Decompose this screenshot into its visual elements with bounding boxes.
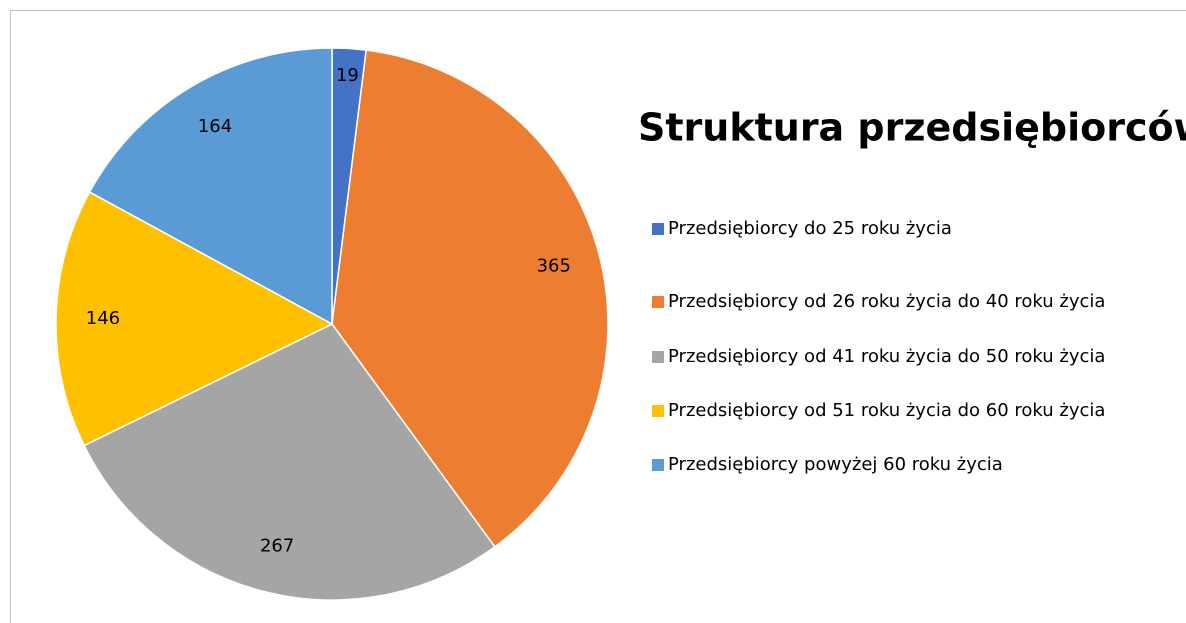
pie-slice — [88, 47, 333, 326]
pie-slice — [83, 323, 496, 601]
legend-label: Przedsiębiorcy od 26 roku życia do 40 ro… — [668, 291, 1105, 312]
pie-slice — [331, 49, 609, 548]
legend-swatch — [652, 405, 664, 417]
chart-title: Struktura przedsiębiorców — [638, 106, 1186, 150]
legend-label: Przedsiębiorcy od 41 roku życia do 50 ro… — [668, 346, 1105, 367]
legend-swatch — [652, 223, 664, 235]
legend-swatch — [652, 459, 664, 471]
data-label: 146 — [86, 308, 120, 329]
legend-label: Przedsiębiorcy powyżej 60 roku życia — [668, 454, 1003, 475]
data-label: 365 — [537, 256, 571, 277]
legend-label: Przedsiębiorcy do 25 roku życia — [668, 218, 952, 239]
legend-swatch — [652, 296, 664, 308]
legend-swatch — [652, 351, 664, 363]
data-label: 19 — [336, 65, 359, 86]
pie-slice — [55, 191, 334, 447]
data-label: 164 — [198, 116, 232, 137]
data-label: 267 — [260, 535, 294, 556]
legend-label: Przedsiębiorcy od 51 roku życia do 60 ro… — [668, 400, 1105, 421]
